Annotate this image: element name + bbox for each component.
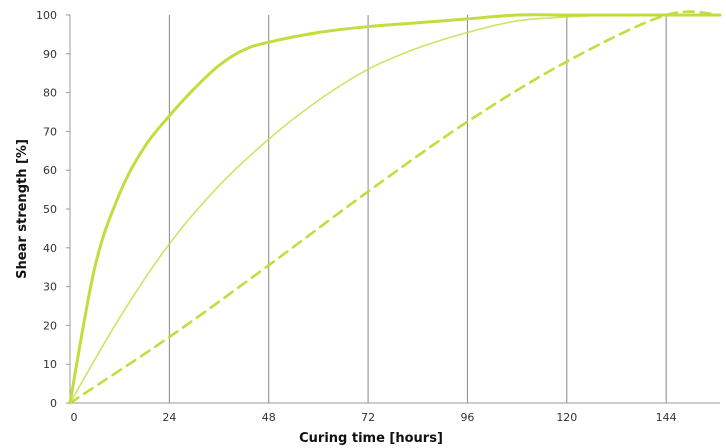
y-tick-label-10: 10 [43,358,57,371]
grid-lines [168,15,667,403]
y-tick-label-60: 60 [43,164,57,177]
x-tick-label-48: 48 [262,411,276,424]
y-tick-label-20: 20 [43,319,57,332]
series-line-2 [69,14,721,404]
series-line-1 [68,13,722,405]
y-tick-label-100: 100 [36,9,57,22]
axes [66,14,720,404]
x-tick-label-120: 120 [556,411,577,424]
y-tick-label-0: 0 [50,397,57,410]
y-tick-label-50: 50 [43,203,57,216]
x-tick-label-144: 144 [656,411,677,424]
x-tick-label-0: 0 [71,411,78,424]
y-tick-label-40: 40 [43,242,57,255]
y-tick-label-90: 90 [43,48,57,61]
x-tick-label-72: 72 [361,411,375,424]
y-tick-label-30: 30 [43,281,57,294]
y-axis-label: Shear strength [%] [15,139,30,279]
series-line-3 [68,10,722,405]
y-tick-label-70: 70 [43,125,57,138]
data-series [68,10,722,405]
x-axis-label: Curing time [hours] [299,431,443,446]
y-tick-label-80: 80 [43,87,57,100]
x-tick-label-24: 24 [162,411,176,424]
tick-labels: 0 10 20 30 40 50 60 70 80 90 100 0 24 48 72 96 120 144 [36,9,677,424]
x-tick-label-96: 96 [460,411,474,424]
